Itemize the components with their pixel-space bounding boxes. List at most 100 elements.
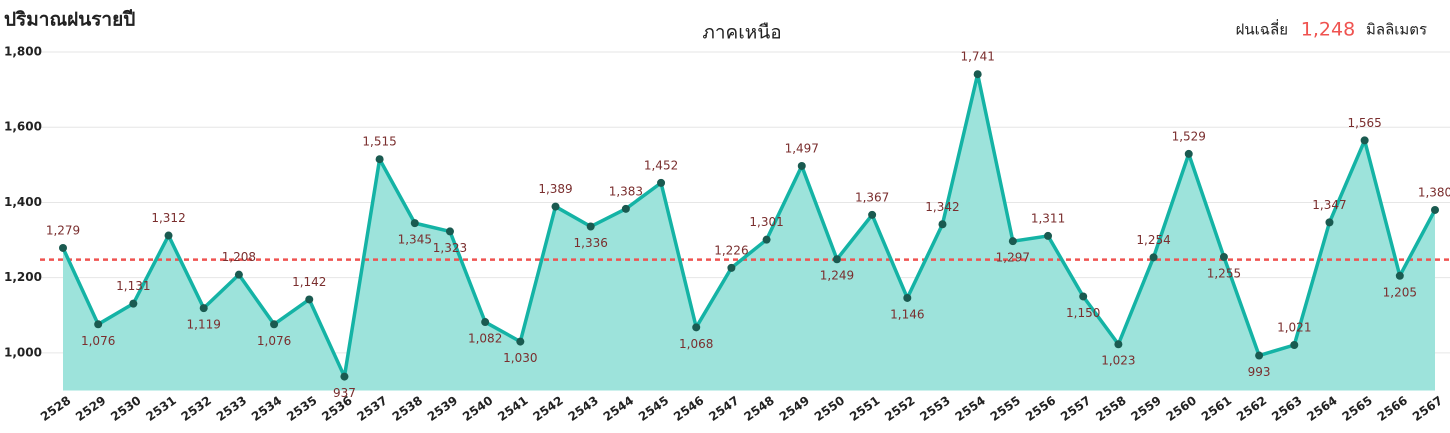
value-label: 1,082 [468, 332, 502, 346]
marker [1395, 271, 1404, 280]
x-tick-label: 2529 [73, 393, 108, 424]
marker [481, 318, 490, 327]
marker [797, 161, 806, 170]
value-label: 1,021 [1277, 320, 1311, 334]
marker [94, 320, 103, 329]
value-label: 1,565 [1347, 116, 1381, 130]
x-tick-label: 2547 [706, 393, 741, 424]
value-label: 1,452 [644, 158, 678, 172]
value-label: 1,367 [855, 190, 889, 204]
value-label: 1,208 [222, 250, 256, 264]
marker [1184, 149, 1193, 158]
value-label: 1,741 [960, 50, 994, 64]
x-tick-label: 2560 [1164, 393, 1199, 424]
x-tick-label: 2564 [1304, 393, 1339, 424]
marker [445, 227, 454, 236]
x-tick-label: 2556 [1023, 393, 1058, 424]
value-label: 1,336 [574, 236, 608, 250]
marker [903, 293, 912, 302]
marker [129, 299, 138, 308]
x-tick-label: 2551 [847, 393, 882, 424]
marker [305, 295, 314, 304]
value-label: 1,345 [398, 233, 432, 247]
value-label: 1,146 [890, 307, 924, 321]
x-tick-label: 2535 [284, 393, 319, 424]
value-label: 1,249 [820, 269, 854, 283]
value-label: 1,226 [714, 243, 748, 257]
value-label: 1,076 [81, 334, 115, 348]
value-label: 1,205 [1383, 285, 1417, 299]
marker [1360, 136, 1369, 145]
x-tick-label: 2550 [812, 393, 847, 424]
y-tick-label: 1,600 [4, 120, 42, 134]
x-tick-label: 2544 [601, 393, 636, 424]
value-label: 1,150 [1066, 306, 1100, 320]
x-tick-label: 2531 [143, 393, 178, 424]
marker [868, 210, 877, 219]
value-label: 1,312 [151, 211, 185, 225]
marker [59, 243, 67, 252]
x-tick-label: 2534 [249, 393, 284, 424]
value-label: 1,380 [1418, 185, 1450, 199]
value-label: 1,030 [503, 351, 537, 365]
x-tick-label: 2543 [566, 393, 601, 424]
area [63, 74, 1435, 391]
x-tick-label: 2555 [988, 393, 1023, 424]
marker [270, 320, 279, 329]
x-tick-label: 2553 [917, 393, 952, 424]
marker [340, 372, 349, 381]
x-tick-label: 2541 [495, 393, 530, 424]
value-label: 1,515 [362, 135, 396, 149]
marker [1219, 252, 1228, 261]
x-tick-label: 2558 [1093, 393, 1128, 424]
value-label: 1,255 [1207, 266, 1241, 280]
x-tick-label: 2540 [460, 393, 495, 424]
value-label: 1,279 [46, 223, 80, 237]
value-label: 1,323 [433, 241, 467, 255]
x-tick-label: 2549 [777, 393, 812, 424]
x-tick-label: 2559 [1128, 393, 1163, 424]
value-label: 1,383 [609, 184, 643, 198]
x-tick-label: 2557 [1058, 393, 1093, 424]
x-tick-label: 2567 [1410, 393, 1445, 424]
x-tick-label: 2565 [1340, 393, 1375, 424]
marker [1149, 253, 1158, 262]
value-label: 1,023 [1101, 354, 1135, 368]
marker [1255, 351, 1264, 360]
y-tick-label: 1,000 [4, 345, 42, 359]
marker [938, 220, 947, 229]
x-tick-label: 2533 [214, 393, 249, 424]
marker [375, 155, 384, 164]
x-tick-label: 2562 [1234, 393, 1269, 424]
value-label: 1,131 [116, 279, 150, 293]
marker [586, 222, 595, 231]
value-label: 1,301 [749, 215, 783, 229]
x-tick-label: 2532 [179, 393, 214, 424]
chart-subtitle: ภาคเหนือ [702, 22, 781, 44]
marker [692, 323, 701, 332]
x-tick-label: 2563 [1269, 393, 1304, 424]
value-label: 1,529 [1172, 129, 1206, 143]
value-label: 1,076 [257, 334, 291, 348]
value-label: 1,119 [187, 318, 221, 332]
x-tick-label: 2542 [530, 393, 565, 424]
x-tick-label: 2538 [390, 393, 425, 424]
marker [199, 304, 208, 313]
x-tick-label: 2552 [882, 393, 917, 424]
marker [657, 178, 666, 187]
marker [727, 263, 736, 272]
x-tick-label: 2546 [671, 393, 706, 424]
x-tick-label: 2566 [1375, 393, 1410, 424]
line [61, 72, 1437, 379]
marker [234, 270, 243, 279]
marker [516, 337, 525, 346]
x-tick-label: 2561 [1199, 393, 1234, 424]
marker [1325, 218, 1334, 227]
marker [1008, 237, 1017, 246]
x-tick-label: 2545 [636, 393, 671, 424]
y-tick-label: 1,200 [4, 270, 42, 284]
marker [621, 204, 630, 213]
average-prefix: ฝนเฉลี่ย [1236, 19, 1288, 39]
marker [1044, 231, 1053, 240]
marker [164, 231, 173, 240]
